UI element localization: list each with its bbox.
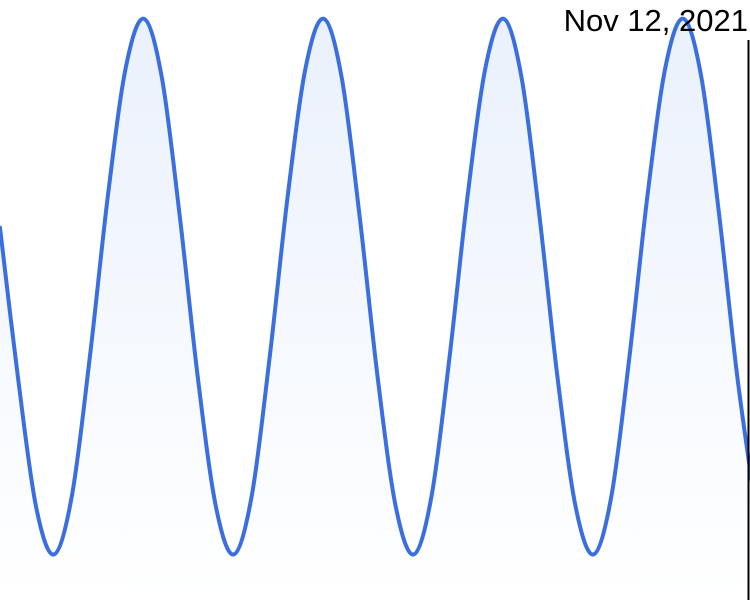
data-point (286, 194, 290, 198)
data-point (214, 504, 218, 508)
data-point (340, 76, 344, 80)
data-point (268, 354, 272, 358)
data-point (520, 76, 524, 80)
data-point (178, 215, 182, 219)
data-point (70, 494, 74, 498)
data-point (196, 376, 200, 380)
data-point (376, 376, 380, 380)
data-point (358, 215, 362, 219)
data-point (645, 194, 649, 198)
cursor-date-label: Nov 12, 2021 (563, 3, 748, 38)
data-point (412, 552, 416, 556)
data-point (304, 65, 308, 69)
data-point (717, 215, 721, 219)
data-point (628, 354, 632, 358)
data-point (484, 65, 488, 69)
data-point (448, 354, 452, 358)
data-point (88, 354, 92, 358)
data-point (663, 65, 667, 69)
data-point (502, 17, 506, 21)
data-point (142, 17, 146, 21)
data-point (592, 552, 596, 556)
data-point (574, 504, 578, 508)
series-area-fill (0, 18, 750, 600)
series-layer (0, 16, 750, 600)
data-point (160, 76, 164, 80)
data-point (466, 194, 470, 198)
data-point (610, 494, 614, 498)
data-point (232, 552, 236, 556)
data-point (52, 552, 56, 556)
data-point (735, 376, 739, 380)
series-line (0, 16, 750, 557)
data-point (556, 376, 560, 380)
data-point (394, 504, 398, 508)
data-point (106, 194, 110, 198)
data-point (538, 215, 542, 219)
data-point (430, 494, 434, 498)
data-point (34, 504, 38, 508)
data-point (322, 17, 326, 21)
data-point (16, 376, 20, 380)
data-point (250, 494, 254, 498)
data-point (699, 76, 703, 80)
data-point (124, 65, 128, 69)
